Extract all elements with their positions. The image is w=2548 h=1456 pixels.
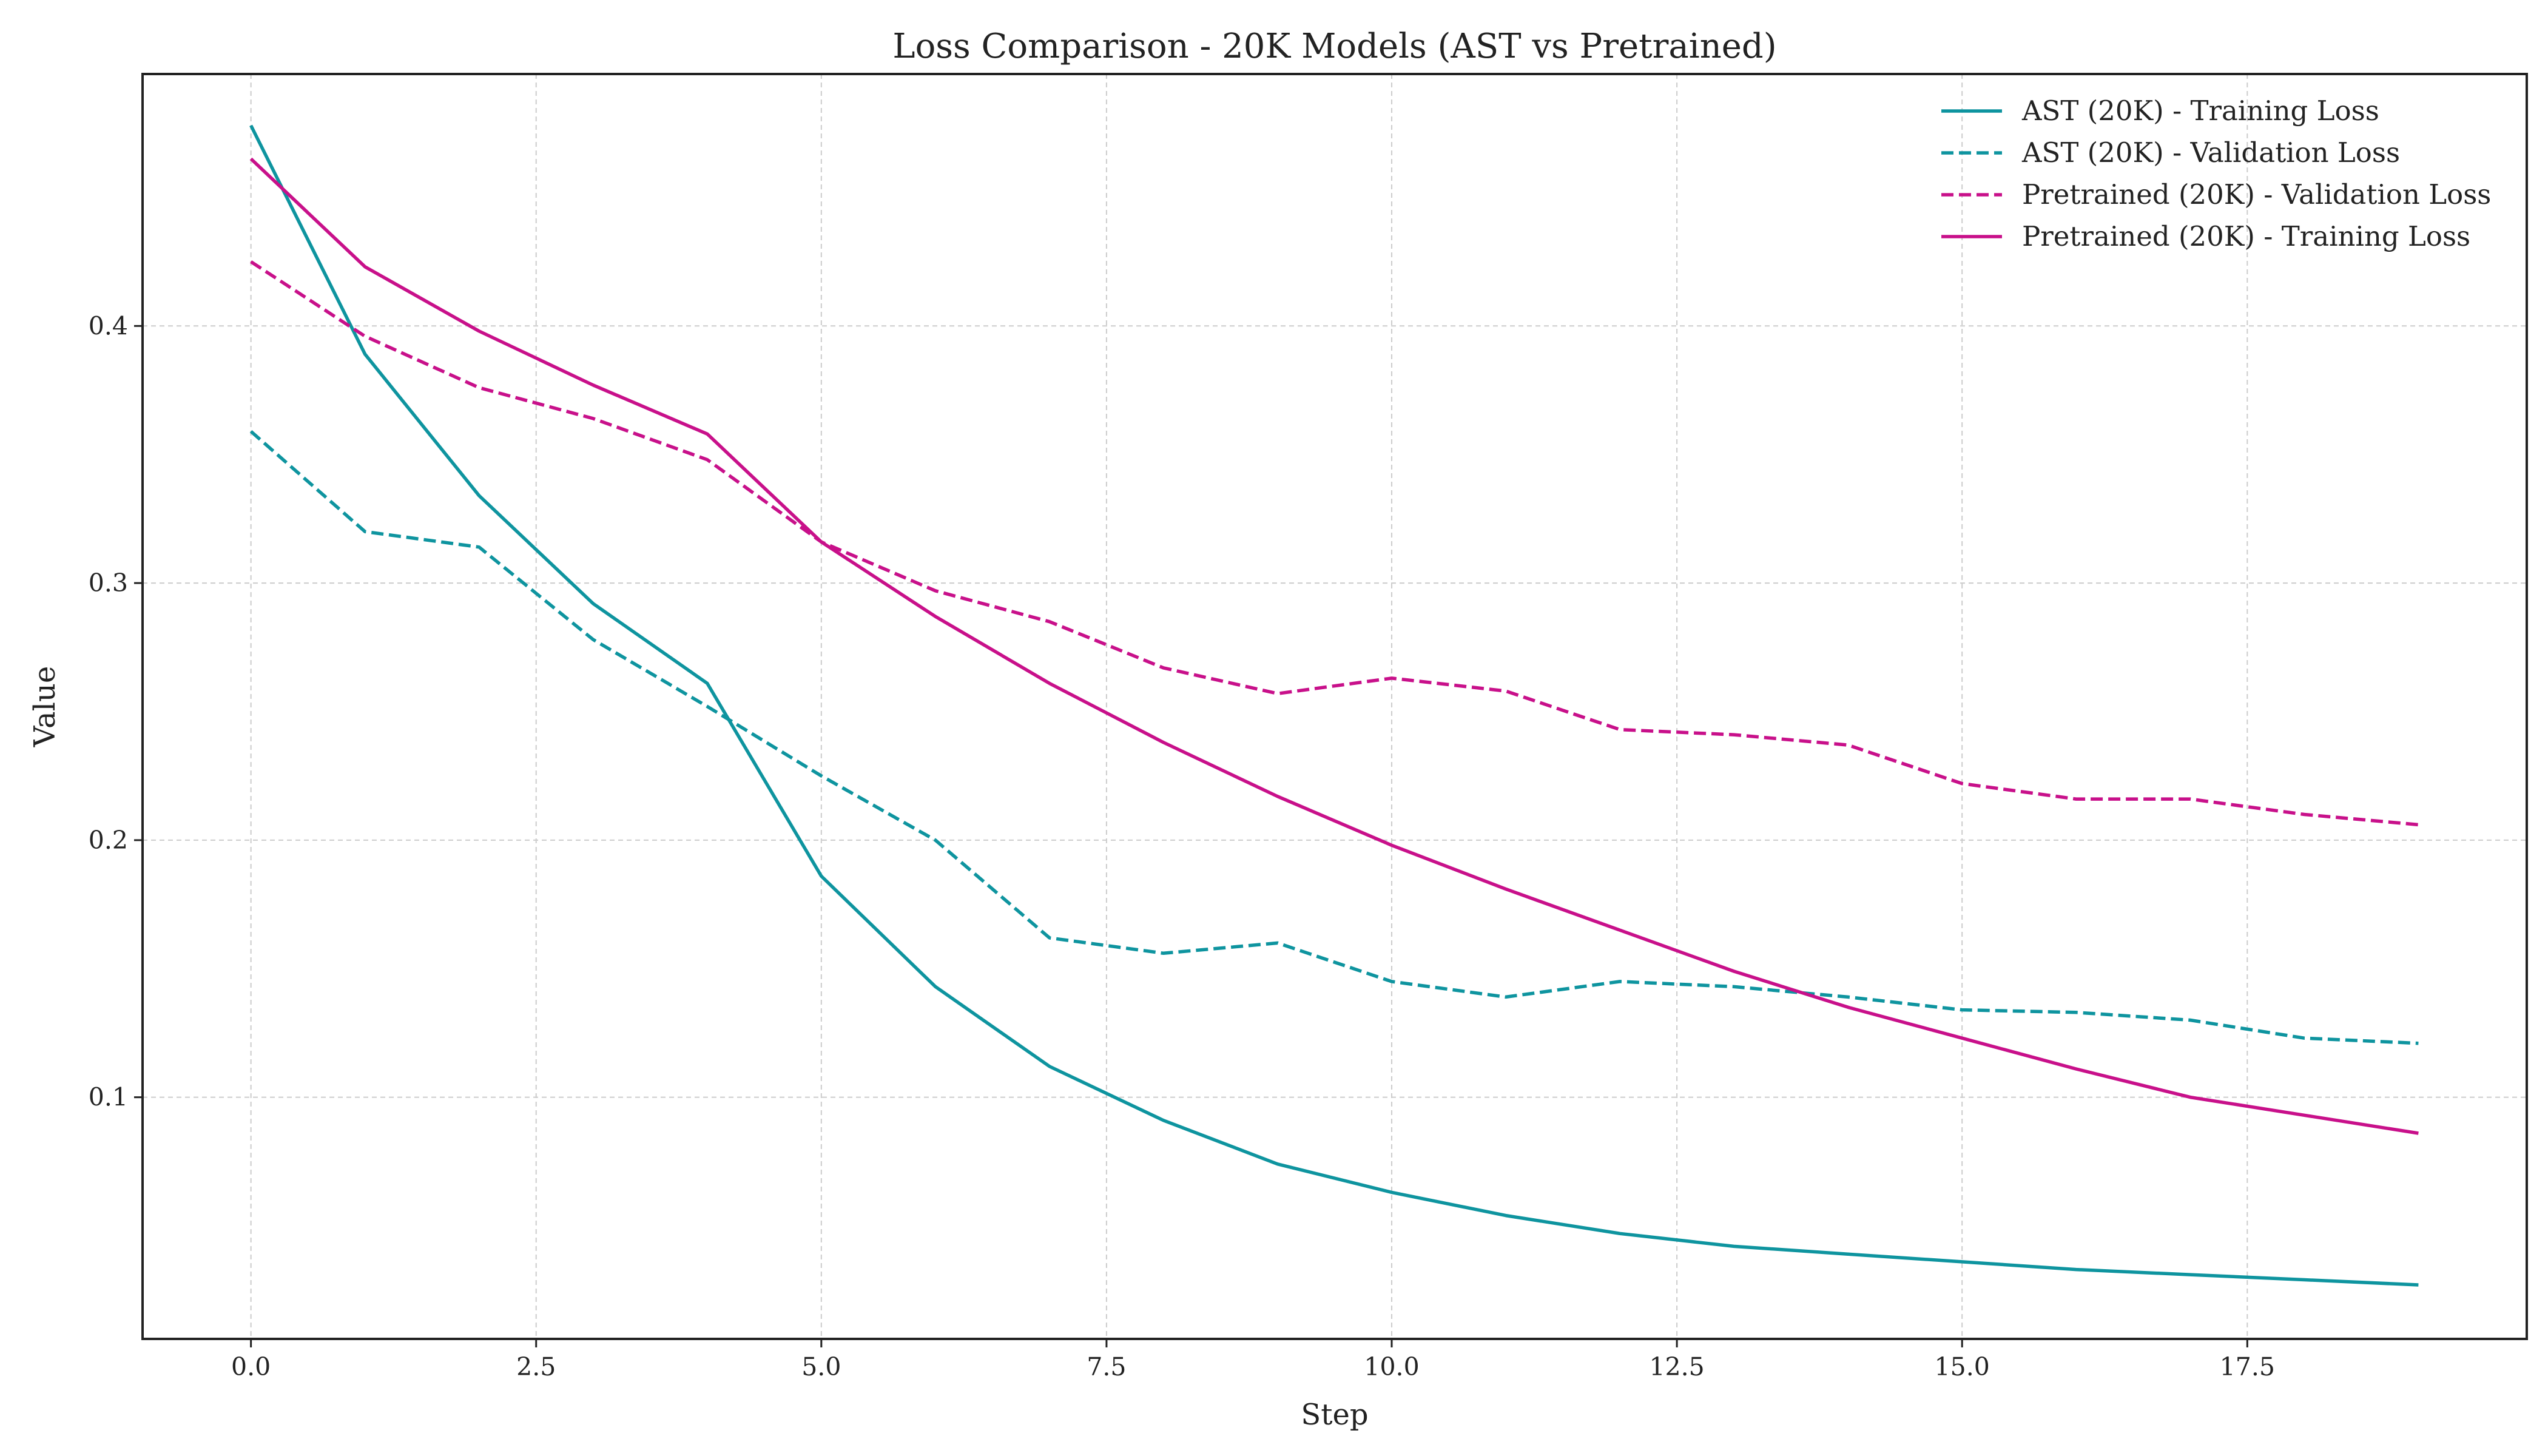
- grid: [143, 74, 2527, 1339]
- legend-label-4: Pretrained (20K) - Training Loss: [2022, 220, 2470, 252]
- y-tick-label: 0.1: [89, 1083, 128, 1112]
- series-line-2: [249, 430, 2419, 1045]
- y-tick-label: 0.3: [89, 568, 128, 598]
- x-tick-label: 17.5: [2220, 1352, 2275, 1381]
- legend: AST (20K) - Training Loss AST (20K) - Val…: [1941, 95, 2491, 252]
- y-tick-label: 0.2: [89, 826, 128, 855]
- x-tick-label: 12.5: [1649, 1352, 1704, 1381]
- y-axis: 0.1 0.2 0.3 0.4: [89, 311, 143, 1112]
- series-line-3: [250, 260, 2419, 827]
- x-tick-label: 0.0: [231, 1352, 271, 1381]
- plot-frame: [141, 73, 2528, 1340]
- series-line-1: [249, 124, 2419, 1287]
- legend-label-1: AST (20K) - Training Loss: [2021, 95, 2379, 127]
- x-tick-label: 5.0: [801, 1352, 841, 1381]
- legend-label-2: AST (20K) - Validation Loss: [2021, 136, 2400, 169]
- x-axis: 0.0 2.5 5.0 7.5 10.0 12.5 15.0 17.5: [231, 1339, 2275, 1381]
- x-tick-label: 7.5: [1087, 1352, 1126, 1381]
- series-layer: [249, 124, 2419, 1287]
- x-tick-label: 10.0: [1364, 1352, 1419, 1381]
- x-axis-label: Step: [1301, 1398, 1368, 1432]
- y-tick-label: 0.4: [89, 311, 128, 340]
- x-tick-label: 15.0: [1935, 1352, 1990, 1381]
- y-axis-label: Value: [28, 666, 62, 748]
- series-line-4: [249, 157, 2419, 1135]
- chart-title: Loss Comparison - 20K Models (AST vs Pre…: [892, 27, 1776, 66]
- x-tick-label: 2.5: [516, 1352, 556, 1381]
- legend-label-3: Pretrained (20K) - Validation Loss: [2022, 178, 2491, 211]
